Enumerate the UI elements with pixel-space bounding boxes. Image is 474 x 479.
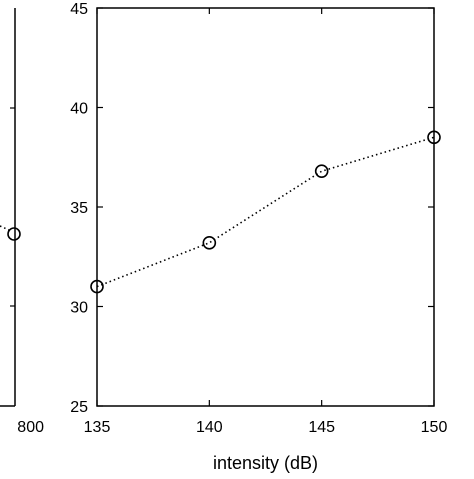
x-axis: 135 140 145 150 bbox=[84, 8, 448, 436]
y-tick-label: 35 bbox=[70, 200, 88, 217]
series-line bbox=[96, 136, 435, 288]
x-tick-label: 135 bbox=[84, 419, 111, 436]
y-tick-label: 40 bbox=[70, 101, 88, 118]
series-group bbox=[90, 130, 441, 294]
data-point bbox=[202, 236, 217, 250]
x-tick-label: 150 bbox=[421, 419, 448, 436]
plot-frame bbox=[96, 7, 435, 407]
x-axis-title: intensity (dB) bbox=[213, 453, 318, 473]
left-panel-series-line bbox=[0, 225, 10, 231]
y-tick-label: 25 bbox=[70, 399, 88, 416]
x-tick-label: 140 bbox=[196, 419, 223, 436]
left-panel: 800 bbox=[0, 8, 44, 436]
data-point bbox=[90, 279, 104, 294]
left-panel-data-point bbox=[7, 227, 21, 241]
data-point bbox=[314, 164, 329, 178]
y-axis: 25 30 35 40 45 bbox=[70, 1, 434, 416]
main-panel: 25 30 35 40 45 135 140 145 150 intensity (dB) bbox=[70, 1, 447, 473]
data-point bbox=[427, 130, 441, 145]
y-tick-label: 30 bbox=[70, 300, 88, 317]
x-tick-label: 145 bbox=[308, 419, 335, 436]
y-tick-label: 45 bbox=[70, 1, 88, 18]
left-panel-x-tick-label: 800 bbox=[17, 419, 44, 436]
